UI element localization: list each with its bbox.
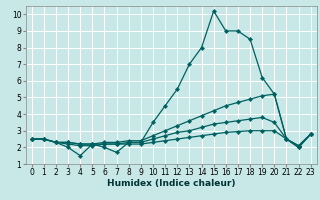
X-axis label: Humidex (Indice chaleur): Humidex (Indice chaleur) — [107, 179, 236, 188]
